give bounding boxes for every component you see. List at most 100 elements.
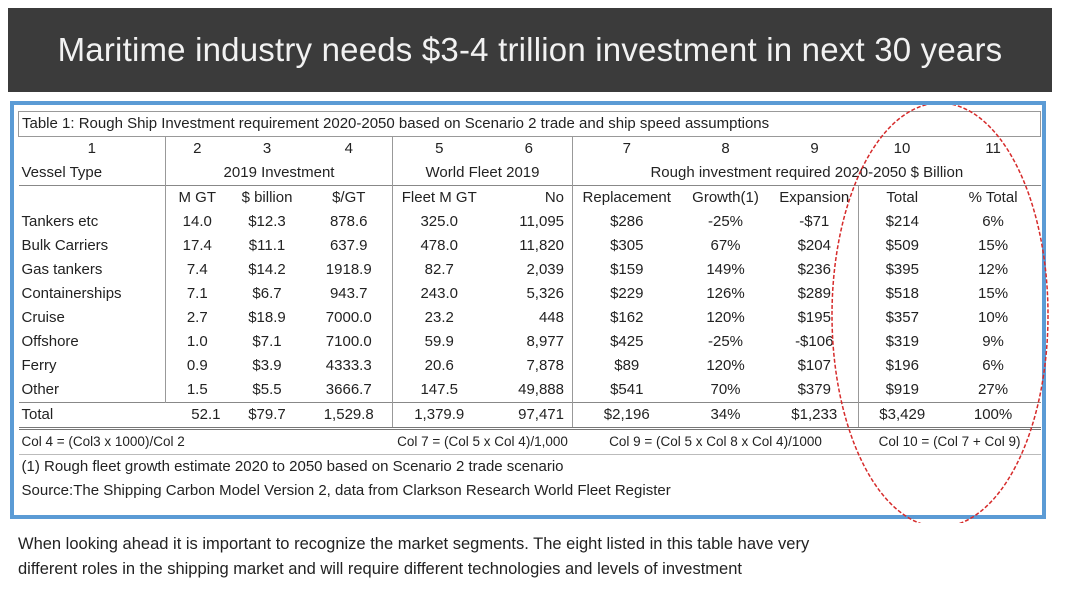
value-cell: $395 [858, 258, 946, 282]
value-cell: 2,039 [526, 261, 564, 278]
value-cell: 9% [982, 333, 1004, 350]
column-number: 11 [985, 140, 1001, 157]
value-cell: 12% [978, 261, 1009, 278]
group-header-row: Vessel Type 2019 Investment World Fleet … [19, 161, 1041, 186]
value-cell: 4333.3 [325, 357, 372, 374]
value-cell: 82.7 [392, 258, 486, 282]
value-cell: $214 [858, 210, 946, 234]
vessel-type-cell: Total [18, 402, 166, 430]
value-cell: $162 [572, 306, 681, 330]
vessel-type-cell: Cruise [21, 309, 65, 326]
table-row: Other 1.5 $5.5 3666.7 147.5 49,888 $541 70% $379… [19, 378, 1041, 403]
vessel-type-cell: Bulk Carriers [21, 237, 109, 254]
value-cell: 67% [710, 237, 741, 254]
value-cell: 7,878 [526, 357, 564, 374]
value-cell: 1.5 [165, 378, 229, 403]
value-cell: Fleet M GT [392, 185, 486, 210]
table-row: Bulk Carriers 17.4 $11.1 637.9 478.0 11,820 $3… [19, 234, 1041, 258]
value-cell: 11,820 [519, 237, 564, 254]
column-number: 9 [810, 140, 819, 157]
value-cell: 34% [680, 402, 771, 430]
value-cell: 3666.7 [325, 381, 372, 398]
vessel-type-cell: Offshore [21, 333, 79, 350]
column-number: 3 [262, 140, 272, 157]
value-cell: M GT [165, 185, 229, 210]
column-number: 5 [392, 136, 486, 161]
value-cell: 6% [982, 213, 1004, 230]
slide-title-bar: Maritime industry needs $3-4 trillion in… [8, 8, 1052, 92]
value-cell: 1918.9 [325, 261, 372, 278]
value-cell: 49,888 [518, 381, 564, 398]
source: Source:The Shipping Carbon Model Version… [21, 482, 671, 499]
value-cell: No [485, 185, 573, 210]
table-row: Cruise 2.7 $18.9 7000.0 23.2 448 $162 120% $195 $… [19, 306, 1041, 330]
formula-row: Col 4 = (Col3 x 1000)/Col 2 Col 7 = (Col … [18, 428, 1041, 455]
column-number: 4 [344, 140, 353, 157]
value-cell: $196 [858, 354, 946, 378]
value-cell: 10% [978, 309, 1009, 326]
value-cell: $11.1 [248, 237, 286, 254]
column-number: 8 [721, 140, 730, 157]
value-cell: $319 [858, 330, 946, 354]
value-cell: 17.4 [165, 234, 229, 258]
caption-line: different roles in the shipping market a… [18, 560, 742, 578]
value-cell: -$106 [795, 333, 834, 350]
value-cell: 448 [538, 309, 564, 326]
table-row: Tankers etc 14.0 $12.3 878.6 325.0 11,095 $286… [19, 210, 1041, 234]
value-cell: $7.1 [252, 333, 282, 350]
value-cell: -25% [707, 213, 744, 230]
column-number-row: 1 2 3 4 5 6 7 8 9 10 11 [19, 136, 1041, 161]
value-cell: $919 [858, 378, 946, 403]
value-cell: -$71 [799, 213, 830, 230]
header-2019-investment: 2019 Investment [165, 161, 393, 186]
units-row: M GT $ billion $/GT Fleet M GT No Replacement… [18, 185, 1041, 210]
value-cell: 1.0 [165, 330, 229, 354]
column-number: 6 [524, 140, 533, 157]
value-cell: $286 [572, 210, 681, 234]
value-cell: Total [858, 185, 946, 210]
value-cell: 15% [978, 285, 1009, 302]
value-cell: 126% [706, 285, 745, 302]
value-cell: 478.0 [392, 234, 486, 258]
value-cell: $425 [572, 330, 681, 354]
table-row: Gas tankers 7.4 $14.2 1918.9 82.7 2,039 $159 14… [19, 258, 1041, 282]
value-cell: $229 [572, 282, 681, 306]
table-row: Containerships 7.1 $6.7 943.7 243.0 5,326 $229… [19, 282, 1041, 306]
vessel-type-cell: Tankers etc [21, 213, 99, 230]
value-cell: 243.0 [392, 282, 486, 306]
value-cell: 8,977 [526, 333, 564, 350]
value-cell: $305 [572, 234, 681, 258]
value-cell: 7.4 [165, 258, 229, 282]
vessel-type-cell [18, 185, 166, 210]
value-cell: 878.6 [329, 213, 368, 230]
value-cell: $204 [797, 237, 831, 254]
value-cell: 120% [706, 309, 745, 326]
value-cell: Expansion [770, 185, 859, 210]
footnote-row: (1) Rough fleet growth estimate 2020 to … [19, 455, 1041, 480]
value-cell: $289 [797, 285, 831, 302]
value-cell: 23.2 [392, 306, 486, 330]
value-cell: $2,196 [572, 402, 681, 430]
value-cell: % Total [945, 185, 1041, 210]
table-caption: Table 1: Rough Ship Investment requireme… [17, 111, 1042, 137]
value-cell: $3,429 [858, 402, 946, 430]
value-cell: 147.5 [392, 378, 486, 403]
value-cell: 7000.0 [325, 309, 372, 326]
value-cell: $159 [572, 258, 681, 282]
value-cell: Growth(1) [680, 185, 771, 210]
value-cell: 325.0 [392, 210, 486, 234]
slide-caption: When looking ahead it is important to re… [18, 532, 1068, 582]
formula-col10: Col 10 = (Col 7 + Col 9) [858, 428, 1041, 455]
value-cell: $12.3 [248, 213, 286, 230]
caption-line: When looking ahead it is important to re… [18, 535, 810, 553]
value-cell: Replacement [572, 185, 681, 210]
value-cell: $541 [572, 378, 681, 403]
value-cell: $6.7 [252, 285, 282, 302]
value-cell: 637.9 [329, 237, 368, 254]
value-cell: 27% [978, 381, 1009, 398]
value-cell: $18.9 [248, 309, 286, 326]
value-cell: 70% [710, 381, 741, 398]
investment-table: Table 1: Rough Ship Investment requireme… [17, 111, 1042, 503]
slide-title: Maritime industry needs $3-4 trillion in… [57, 31, 1003, 68]
value-cell: $509 [858, 234, 946, 258]
